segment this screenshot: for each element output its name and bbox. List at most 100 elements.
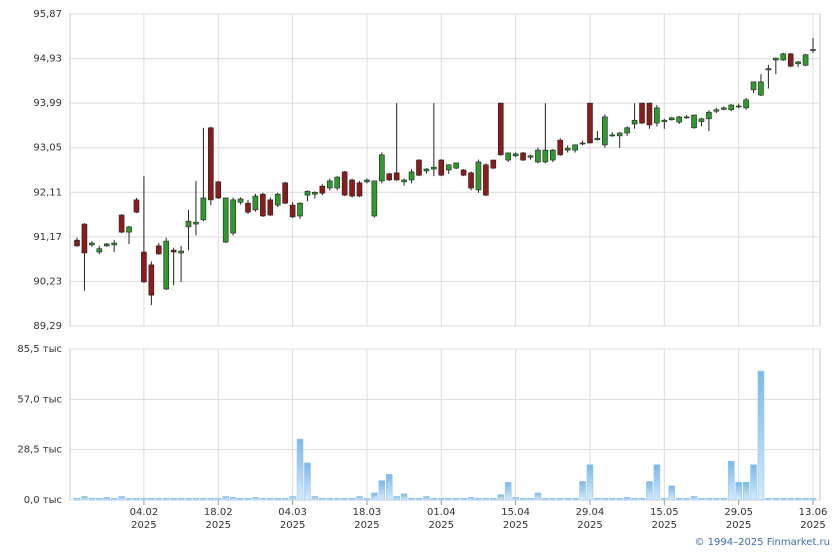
candle-body xyxy=(542,149,549,163)
volume-bar xyxy=(415,497,423,501)
volume-bar xyxy=(661,497,668,501)
x-year-label: 2025 xyxy=(131,520,156,531)
volume-bar xyxy=(133,497,140,501)
candle-body xyxy=(89,242,95,246)
candle-body xyxy=(713,109,720,112)
candle-body xyxy=(512,153,519,157)
x-tick-label: 18.02 xyxy=(204,507,233,518)
candle-body xyxy=(654,107,660,124)
candle-body xyxy=(572,144,578,151)
candle-body xyxy=(416,159,422,176)
candle-body xyxy=(787,53,794,67)
volume-bar xyxy=(125,497,133,501)
volume-bar xyxy=(88,497,96,501)
candle-body xyxy=(185,220,192,228)
volume-bar xyxy=(601,497,609,501)
volume-bar xyxy=(720,497,728,501)
x-tick-label: 13.06 xyxy=(799,507,828,518)
x-year-label: 2025 xyxy=(354,520,379,531)
volume-bar xyxy=(222,496,229,501)
volume-bar xyxy=(653,464,661,501)
volume-bar xyxy=(192,497,200,501)
volume-bar xyxy=(698,497,705,501)
volume-bar xyxy=(616,497,623,501)
volume-bar xyxy=(586,464,594,501)
candle-body xyxy=(111,242,117,246)
candle-body xyxy=(267,199,274,216)
volume-bar xyxy=(333,497,341,501)
volume-bar xyxy=(103,497,110,501)
volume-bar xyxy=(289,496,296,501)
x-tick-label: 01.04 xyxy=(427,507,456,518)
candle-body xyxy=(676,116,682,123)
volume-bar xyxy=(96,497,103,501)
candle-body xyxy=(312,191,318,195)
candle-body xyxy=(520,152,526,161)
volume-bar xyxy=(490,497,497,501)
volume-bar xyxy=(742,482,750,501)
volume-bar xyxy=(564,497,571,501)
volume-bar xyxy=(319,497,326,501)
candle-body xyxy=(81,223,88,254)
candle-body xyxy=(594,137,601,140)
candle-body xyxy=(475,161,482,191)
candle-body xyxy=(683,116,690,119)
candle-body xyxy=(155,245,162,255)
y2-tick-label: 57,0 тыс xyxy=(17,394,62,405)
volume-bar xyxy=(809,497,817,501)
y-tick-label: 93,05 xyxy=(33,143,62,154)
volume-bar xyxy=(705,497,713,501)
candle-body xyxy=(810,49,816,51)
volume-bar xyxy=(512,497,519,501)
volume-bar xyxy=(519,497,527,501)
candle-body xyxy=(222,197,229,243)
candle-body xyxy=(490,159,497,169)
candle-body xyxy=(289,204,296,218)
volume-bar xyxy=(311,496,319,501)
candle-body xyxy=(334,176,341,189)
volume-bar xyxy=(81,496,88,501)
volume-bar xyxy=(504,482,512,501)
candle-body xyxy=(133,199,140,213)
volume-bar xyxy=(252,497,259,501)
volume-bar xyxy=(438,497,445,501)
x-tick-label: 15.05 xyxy=(650,507,679,518)
candle-body xyxy=(208,127,214,201)
x-year-label: 2025 xyxy=(577,520,602,531)
volume-bar xyxy=(110,497,118,501)
volume-bar xyxy=(341,497,348,501)
y2-tick-label: 0,0 тыс xyxy=(24,495,62,506)
candle-body xyxy=(483,164,489,196)
volume-bar xyxy=(609,497,616,501)
candle-body xyxy=(579,142,586,145)
candle-body xyxy=(170,249,177,253)
candle-body xyxy=(609,134,616,137)
candle-body xyxy=(148,264,155,296)
candle-body xyxy=(349,179,355,197)
volume-bar xyxy=(356,496,363,501)
y2-tick-label: 85,5 тыс xyxy=(17,344,62,355)
candle-body xyxy=(780,53,787,61)
volume-bar xyxy=(571,497,579,501)
candle-body xyxy=(74,239,80,247)
y-tick-label: 89,29 xyxy=(33,321,62,332)
volume-bar xyxy=(460,497,467,501)
volume-bar xyxy=(482,497,490,501)
volume-bar xyxy=(371,492,378,501)
volume-bar xyxy=(713,497,720,501)
volume-bar xyxy=(527,497,534,501)
volume-bar xyxy=(207,497,215,501)
candle-body xyxy=(274,193,281,206)
candle-body xyxy=(691,114,697,129)
volume-bar xyxy=(304,462,311,501)
volume-bar xyxy=(267,497,274,501)
volume-bar xyxy=(765,497,772,501)
volume-bar xyxy=(772,497,780,501)
volume-bar xyxy=(727,460,735,501)
volume-bar xyxy=(393,496,400,501)
volume-bar xyxy=(675,497,683,501)
x-tick-label: 18.03 xyxy=(353,507,382,518)
candle-body xyxy=(215,181,222,199)
volume-bar xyxy=(274,497,281,501)
